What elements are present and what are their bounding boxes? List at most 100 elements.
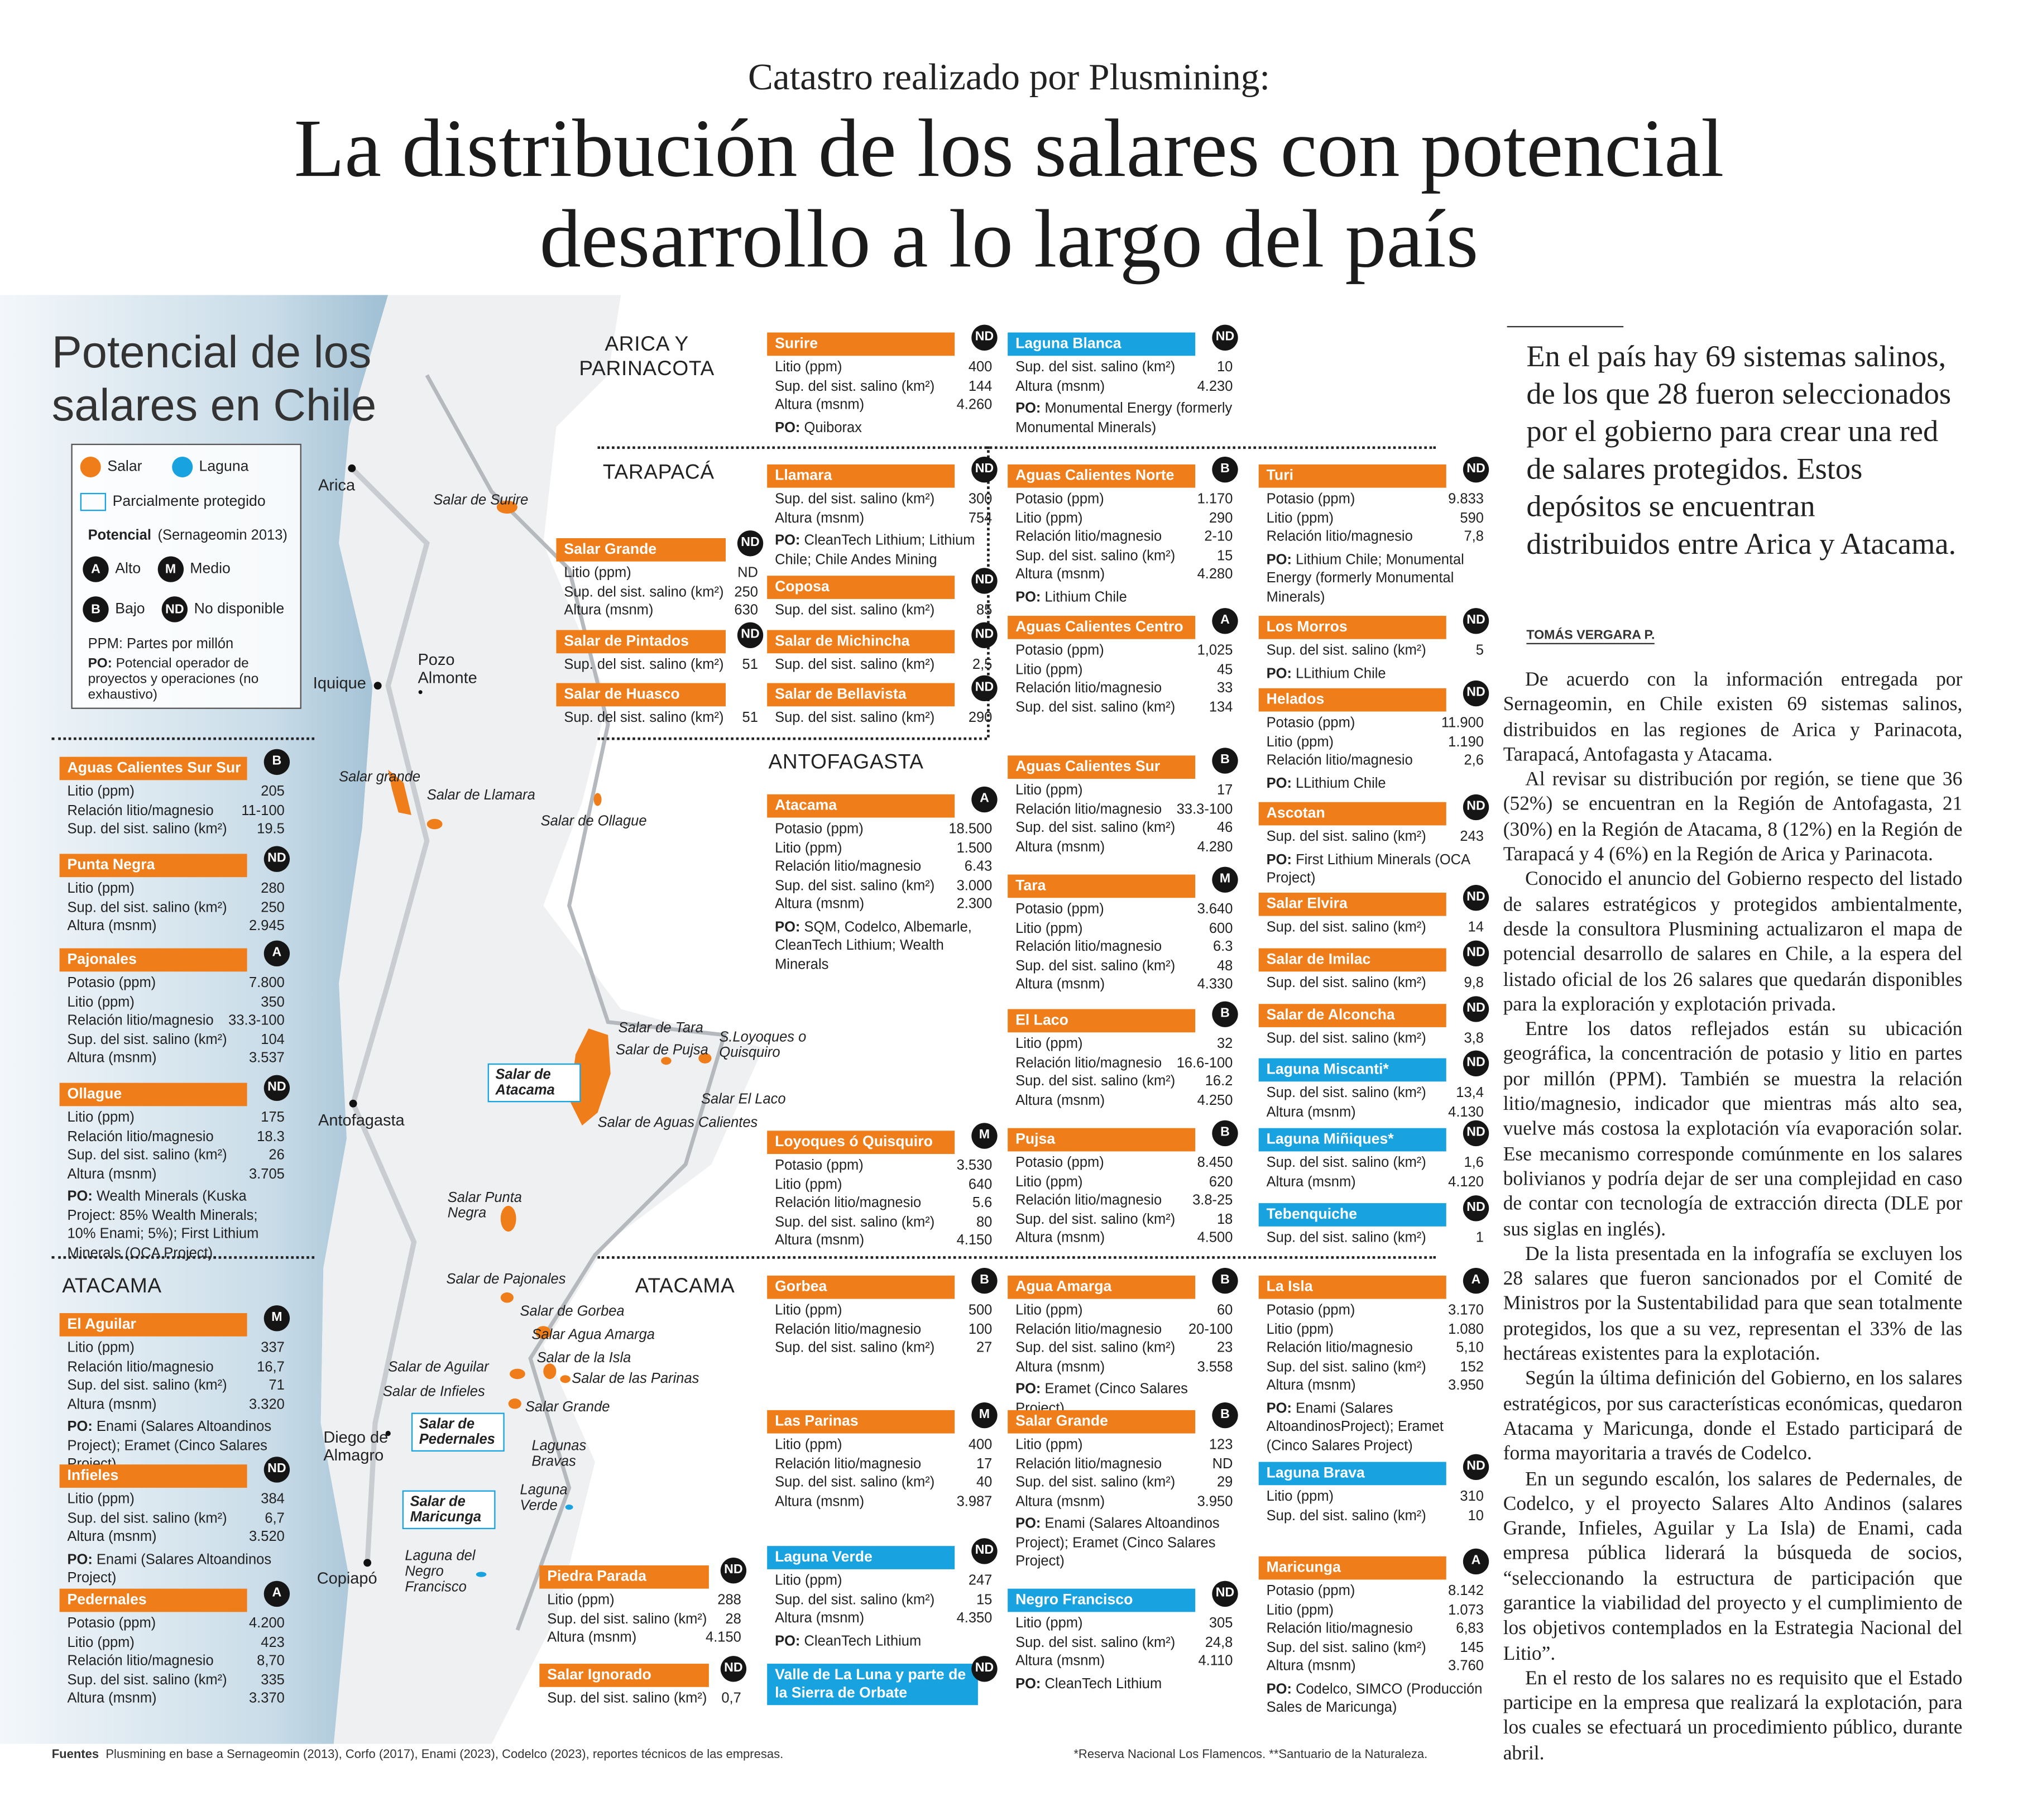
row-value: 26: [269, 1147, 285, 1163]
salar-name: Laguna Verde: [767, 1546, 955, 1569]
row-label: Sup. del sist. salino (km²): [1266, 643, 1426, 659]
region-atacama-left: ATACAMA: [62, 1275, 162, 1298]
data-row: Litio (ppm) 423: [67, 1634, 284, 1653]
row-value: 1.073: [1448, 1602, 1484, 1618]
po-text: CleanTech Lithium: [804, 1633, 922, 1649]
article-paragraph: Según la última definición del Gobierno,…: [1503, 1368, 1963, 1465]
row-value: 3.000: [956, 878, 993, 894]
divider: [597, 446, 1436, 449]
salar-name: Laguna Blanca: [1008, 332, 1195, 356]
kicker: Catastro realizado por Plusmining:: [747, 56, 1271, 99]
salar-name: Negro Francisco: [1008, 1588, 1195, 1612]
po-label: PO:: [1266, 775, 1292, 792]
salar-card: Helados ND Potasio (ppm) 11.900 Litio (ppm) 1…: [1258, 680, 1489, 793]
row-label: Altura (msnm): [67, 1690, 157, 1707]
salar-card: Piedra Parada ND Litio (ppm) 288 Sup. del si…: [539, 1558, 747, 1647]
data-row: Relación litio/magnesio 100: [775, 1320, 992, 1339]
row-label: Litio (ppm): [1266, 510, 1334, 526]
data-row: Relación litio/magnesio 11-100: [67, 802, 284, 821]
potential-badge: ND: [737, 622, 764, 648]
potential-badge: ND: [1463, 1195, 1489, 1222]
row-value: 46: [1217, 820, 1233, 836]
row-value: 40: [976, 1474, 993, 1491]
operator: PO: LLithium Chile: [1259, 660, 1489, 683]
data-row: Altura (msnm) 2.300: [775, 895, 992, 914]
potential-badge: A: [1463, 1548, 1489, 1575]
row-label: Sup. del sist. salino (km²): [775, 602, 935, 619]
data-row: Sup. del sist. salino (km²) 48: [1015, 957, 1233, 976]
data-row: Sup. del sist. salino (km²) 104: [67, 1031, 284, 1050]
land: [320, 295, 764, 1744]
row-value: 33: [1217, 680, 1233, 696]
row-value: 3.950: [1197, 1493, 1233, 1510]
legend-ppm: PPM: Partes por millón: [88, 636, 234, 652]
protected-salar-label: Salar de Pedernales: [411, 1412, 505, 1452]
row-value: 18.500: [948, 821, 993, 837]
po-text: Lithium Chile: [1044, 589, 1127, 605]
salar-name: Aguas Calientes Sur Sur: [59, 756, 247, 780]
row-label: Relación litio/magnesio: [775, 1195, 922, 1211]
data-row: Sup. del sist. salino (km²) 28: [547, 1610, 741, 1629]
sources-label: Fuentes: [51, 1747, 99, 1762]
salar-name: Agua Amarga: [1008, 1275, 1195, 1299]
potential-badge: ND: [971, 324, 998, 351]
divider: [597, 737, 988, 740]
row-value: 48: [1217, 957, 1233, 974]
article-paragraph: Entre los datos reflejados están su ubic…: [1503, 1018, 1963, 1241]
row-value: 3,8: [1464, 1031, 1484, 1047]
data-row: Relación litio/magnesio 3.8-25: [1015, 1191, 1233, 1210]
row-label: Altura (msnm): [775, 1233, 865, 1249]
row-value: 60: [1217, 1302, 1233, 1319]
data-row: Altura (msnm) 3.987: [775, 1492, 992, 1511]
footnotes: *Reserva Nacional Los Flamencos. **Santu…: [1073, 1747, 1428, 1762]
po-label: PO:: [1266, 1681, 1292, 1697]
potential-badge: ND: [971, 1656, 998, 1682]
row-label: Altura (msnm): [1266, 1104, 1356, 1120]
row-value: 1.500: [956, 840, 993, 856]
operator: PO: Monumental Energy (formerly Monument…: [1008, 396, 1238, 437]
row-label: Litio (ppm): [1015, 1174, 1083, 1190]
salar-map-label: Salar de Surire: [433, 492, 529, 509]
salar-name: El Aguilar: [59, 1313, 247, 1337]
potential-badge: A: [1212, 608, 1238, 634]
data-row: Sup. del sist. salino (km²) 27: [775, 1339, 992, 1358]
city-label: Pozo Almonte: [418, 650, 477, 687]
data-row: Altura (msnm) 4.150: [775, 1232, 992, 1251]
salar-map-label: Salar de Tara: [618, 1021, 703, 1037]
row-value: 17: [1217, 782, 1233, 798]
data-row: Litio (ppm) 1.190: [1267, 733, 1484, 752]
salar-name: Llamara: [767, 464, 955, 488]
row-value: 1: [1475, 1230, 1484, 1246]
potential-badge: M: [1212, 866, 1238, 893]
row-value: 2,5: [972, 657, 993, 673]
salar-map-label: Lagunas Bravas: [531, 1438, 587, 1470]
data-row: Litio (ppm) 123: [1015, 1436, 1233, 1455]
data-row: Altura (msnm) 3.760: [1267, 1657, 1484, 1676]
salar-map-label: Salar Punta Negra: [447, 1190, 522, 1222]
row-label: Potasio (ppm): [67, 975, 156, 992]
region-arica-label: ARICA Y PARINACOTA: [579, 333, 715, 381]
row-label: Relación litio/magnesio: [67, 1128, 214, 1144]
salar-name: Aguas Calientes Centro: [1008, 616, 1195, 639]
potential-badge: ND: [971, 457, 998, 483]
salar-swatch-icon: [80, 457, 101, 478]
row-value: 205: [261, 784, 285, 800]
potential-badge: ND: [1463, 996, 1489, 1022]
salar-map-label: Salar de Aguas Calientes: [597, 1115, 758, 1131]
row-value: 123: [1209, 1437, 1233, 1453]
city-label: Arica: [318, 476, 356, 495]
po-label: PO:: [775, 1633, 801, 1649]
salar-card: Laguna Brava ND Litio (ppm) 310 Sup. del sis…: [1258, 1454, 1489, 1526]
salar-map-label: Salar de Pajonales: [446, 1271, 566, 1287]
row-value: 144: [968, 378, 993, 394]
row-label: Sup. del sist. salino (km²): [564, 657, 724, 673]
data-row: Altura (msnm) 630: [564, 602, 758, 621]
salar-card: Pajonales A Potasio (ppm) 7.800 Litio (ppm) 3…: [59, 940, 290, 1068]
row-label: Sup. del sist. salino (km²): [1015, 360, 1176, 376]
row-value: 51: [742, 657, 758, 673]
salar-card: Salar de Imilac ND Sup. del sist. salino (…: [1258, 940, 1489, 993]
row-value: 630: [734, 602, 758, 619]
legend-bajo: Bajo: [115, 601, 145, 617]
badge-b-icon: B: [83, 596, 109, 622]
salar-card: El Aguilar M Litio (ppm) 337 Relación litio/…: [59, 1305, 290, 1474]
